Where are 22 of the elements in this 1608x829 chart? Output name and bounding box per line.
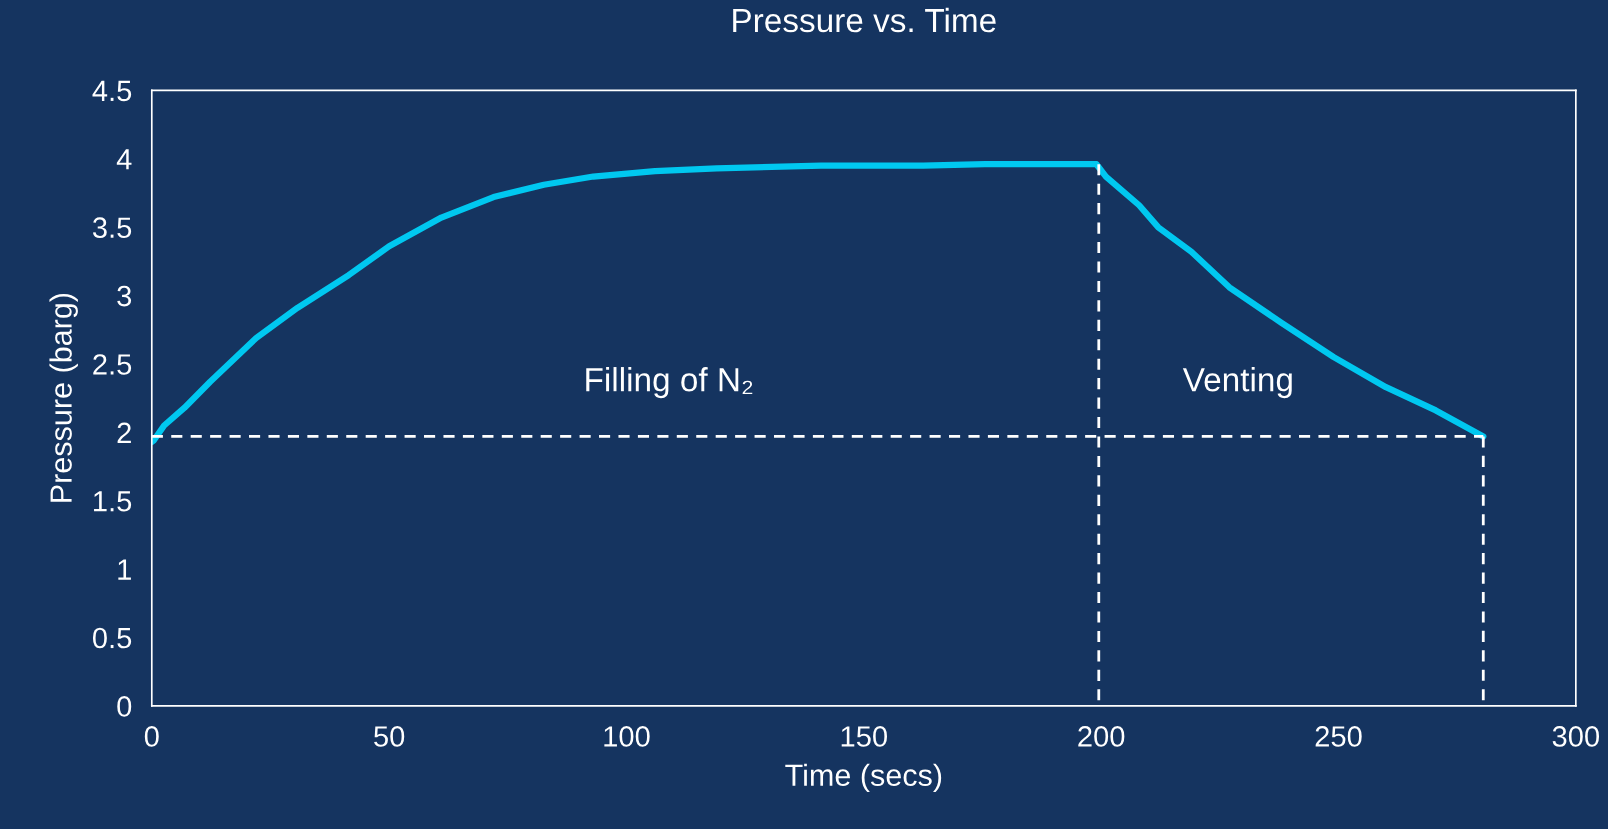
y-axis-title: Pressure (barg) [49,293,78,502]
x-tick-label: 200 [1078,726,1125,747]
y-tick-label: 2.5 [93,354,132,375]
y-tick-label: 1.5 [94,491,132,512]
y-tick-label: 0.5 [92,627,132,649]
y-tick-label: 4 [116,149,132,170]
x-tick-label: 0 [144,726,159,747]
annotation: Venting [1182,367,1292,399]
chart-title: Pressure vs. Time [733,7,996,33]
x-axis-title: Time (secs) [785,763,942,793]
x-tick-label: 50 [374,726,405,747]
y-tick-label: 0 [117,696,132,717]
y-tick-label: 3 [117,285,132,307]
y-tick-label: 3.5 [92,217,132,238]
x-tick-label: 100 [604,726,650,747]
y-tick-label: 2 [117,422,131,443]
y-tick-label: 4.5 [92,80,132,102]
x-tick-label: 250 [1315,726,1362,747]
x-tick-label: 150 [841,726,888,747]
x-tick-label: 300 [1552,726,1600,747]
annotation: Filling of N₂ [586,367,753,399]
y-tick-label: 1 [118,559,131,580]
